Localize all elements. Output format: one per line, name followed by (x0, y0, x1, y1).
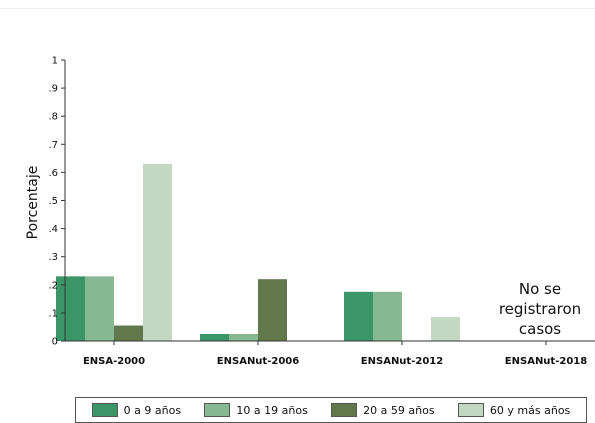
legend-label: 20 a 59 años (363, 403, 435, 417)
legend-swatch (331, 403, 358, 417)
legend: 0 a 9 años 10 a 19 años 20 a 59 años 60 y m… (75, 397, 587, 423)
bar (229, 333, 258, 341)
y-tick-label: .2 (48, 280, 58, 291)
legend-swatch (91, 403, 118, 417)
bar (85, 276, 114, 341)
labels-group: 0 .1 .2 .3 .4 .5 .6 .7 .8 .9 1 ENSA-2000 ENSANut-200… (25, 56, 587, 368)
bar (431, 317, 460, 341)
x-tick-label: ENSA-2000 (83, 356, 145, 367)
y-tick-label: .7 (48, 140, 58, 151)
legend-item: 10 a 19 años (204, 403, 308, 417)
y-tick-label: .5 (48, 196, 58, 207)
legend-swatch (204, 403, 231, 417)
bar (344, 291, 373, 341)
bar (114, 325, 143, 341)
legend-item: 20 a 59 años (331, 403, 435, 417)
annotation-text: casos (519, 320, 561, 338)
y-tick-label: .6 (48, 168, 58, 179)
y-tick-label: .1 (48, 308, 58, 319)
y-tick-label: .4 (48, 224, 58, 235)
y-tick-label: 1 (52, 56, 58, 67)
y-axis-label: Porcentaje (25, 166, 41, 240)
bar (258, 279, 287, 341)
legend-label: 10 a 19 años (236, 403, 308, 417)
bar (373, 291, 402, 341)
bars-group (56, 163, 460, 341)
bar (143, 163, 172, 341)
axes-group (61, 59, 595, 345)
top-rule (0, 8, 595, 9)
legend-item: 60 y más años (457, 403, 571, 417)
bar (56, 276, 85, 341)
annotation-text: No se (519, 280, 561, 298)
x-tick-label: ENSANut-2012 (361, 356, 443, 367)
annotation-text: registraron (499, 300, 581, 318)
y-tick-label: .3 (48, 252, 58, 263)
bar (200, 333, 229, 341)
legend-swatch (457, 403, 484, 417)
y-tick-label: .8 (48, 112, 58, 123)
x-tick-label: ENSANut-2018 (505, 356, 587, 367)
legend-label: 60 y más años (489, 403, 571, 417)
legend-label: 0 a 9 años (123, 403, 182, 417)
legend-item: 0 a 9 años (91, 403, 182, 417)
x-tick-label: ENSANut-2006 (217, 356, 299, 367)
y-tick-label: .9 (48, 84, 58, 95)
y-tick-label: 0 (52, 337, 58, 348)
